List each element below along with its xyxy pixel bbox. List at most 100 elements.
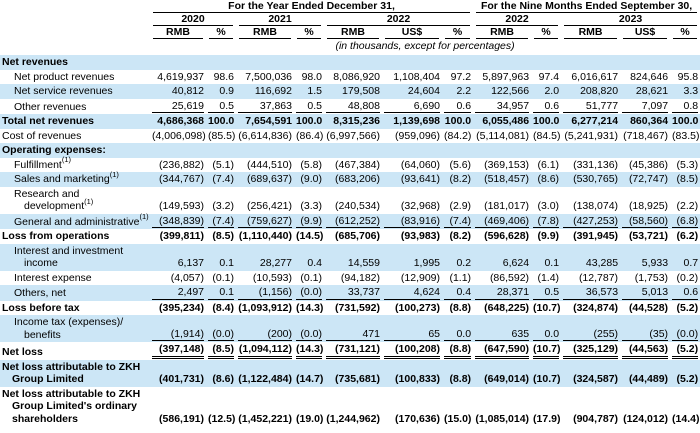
value-cell: (6.8) (670, 214, 700, 230)
row-label: Interest and investment income (14, 244, 124, 270)
column-label: RMB (153, 26, 203, 39)
value-cell: (4,057) (170, 271, 204, 284)
row-label: Net product revenues (14, 70, 115, 83)
value-cell: (1,244,962) (326, 412, 380, 425)
table-row: Net service revenues 40,812 0.9 116,692 1.5 1… (0, 84, 700, 99)
column-header: RMB (236, 26, 294, 39)
value-cell: 208,820 (580, 85, 619, 97)
value-cell: (44,489) (628, 373, 669, 385)
value-cell: (1,085,014) (475, 412, 530, 425)
value-cell: 7,097 (620, 99, 670, 115)
value-cell: 100.0 (296, 115, 323, 127)
value-cell: 0.4 (442, 285, 473, 301)
value-cell: (391,945) (573, 230, 619, 242)
value-cell: 0.6 (670, 285, 700, 301)
value-cell: (718,467) (623, 129, 669, 142)
value-cell: 635 (473, 315, 531, 342)
table-row: General and administrative(1) (348,839) (7… (0, 213, 700, 230)
value-cell: (84.5) (533, 129, 561, 142)
value-cell: (6,997,566) (326, 129, 380, 142)
value-cell: 28,621 (635, 85, 669, 97)
table-row: Cost of revenues (4,006,098) (85.5) (6,614,… (0, 129, 700, 144)
value-cell: 6,016,617 (571, 70, 619, 83)
value-cell: (904,787) (573, 412, 619, 425)
value-cell: (8.2) (449, 230, 472, 242)
period-group-label: For the Nine Months Ended September 30, (476, 0, 698, 13)
value-cell: (369,153) (484, 158, 530, 171)
table-row: Research and development(1) (149,593) (3.2… (0, 187, 700, 214)
value-cell: (14.7) (296, 373, 324, 385)
period-group-nine-months: For the Nine Months Ended September 30, (473, 0, 700, 13)
value-cell: 100.0 (444, 115, 472, 127)
value-cell: (685,706) (335, 230, 380, 242)
section-header-filler (150, 143, 700, 158)
value-cell: 0.1 (544, 257, 560, 269)
table-row: Fulfillment(1) (236,882) (5.1) (444,510) (5.… (0, 155, 700, 173)
value-cell: 0.0 (442, 315, 473, 342)
value-cell: (8.8) (449, 373, 472, 385)
value-cell: (86.4) (296, 129, 324, 142)
value-cell: (648,225) (484, 301, 530, 314)
value-cell: (0.2) (676, 271, 699, 284)
table-row: Operating expenses: (0, 143, 700, 158)
value-cell: (35) (620, 315, 670, 342)
value-cell: (44,528) (628, 301, 669, 314)
value-cell: 2.0 (544, 85, 560, 97)
value-cell: (8.8) (442, 342, 473, 360)
value-cell: (731,121) (324, 342, 382, 360)
value-cell: (12,787) (578, 271, 619, 284)
value-cell: (1,094,112) (236, 342, 294, 360)
value-cell: (759,627) (236, 214, 294, 230)
value-cell: (10.7) (531, 342, 561, 360)
value-cell: 0.2 (456, 257, 472, 269)
value-cell: (19.0) (296, 412, 324, 425)
value-cell: 100.0 (672, 115, 699, 127)
value-cell: (9.9) (294, 214, 324, 230)
value-cell: (181,017) (484, 200, 530, 212)
value-cell: (6.2) (676, 230, 699, 242)
value-cell: (1,122,484) (238, 373, 292, 385)
value-cell: 179,508 (342, 85, 380, 97)
value-cell: (236,882) (159, 158, 204, 171)
value-cell: (5.2) (670, 342, 700, 360)
value-cell: (5.2) (676, 301, 699, 314)
table-row: Net loss (397,148) (8.5) (1,094,112) (14.3)(… (0, 342, 700, 360)
value-cell: 36,573 (561, 285, 620, 301)
value-cell: 122,566 (491, 85, 530, 97)
value-cell: (8.2) (449, 173, 472, 185)
value-cell: (324,874) (573, 301, 619, 314)
value-cell: 33,737 (324, 285, 382, 301)
period-group-year-ended: For the Year Ended December 31, (150, 0, 473, 13)
value-cell: 0.1 (219, 257, 234, 269)
value-cell: 4,624 (382, 285, 442, 301)
table-row: Loss before tax (395,234) (8.4) (1,093,912)… (0, 301, 700, 316)
value-cell: 98.6 (213, 70, 234, 83)
column-label: US$ (385, 26, 439, 39)
value-cell: 2,497 (150, 285, 206, 301)
header-spacer (0, 26, 150, 39)
footnote-marker: (1) (109, 169, 119, 179)
value-cell: (2.9) (449, 200, 472, 212)
column-header: US$ (620, 26, 670, 39)
section-header-filler (150, 55, 700, 70)
value-cell: 7,654,591 (245, 115, 292, 127)
value-cell: (331,136) (573, 158, 619, 171)
value-cell: 5,933 (641, 257, 669, 269)
value-cell: (612,252) (324, 214, 382, 230)
table-row: Interest expense (4,057) (0.1) (10,593) (0.1… (0, 271, 700, 286)
value-cell: 6,055,486 (482, 115, 530, 127)
table-row: Net loss attributable to ZKH Group Limit… (0, 359, 700, 387)
row-label: Fulfillment(1) (14, 155, 72, 171)
value-cell: (85.5) (208, 129, 236, 142)
value-cell: (444,510) (247, 158, 292, 171)
value-cell: (518,457) (484, 173, 530, 185)
value-cell: (7.8) (531, 214, 561, 230)
year-label: 2020 (153, 13, 233, 26)
value-cell: (44,563) (620, 342, 670, 360)
column-header: % (294, 26, 324, 39)
value-cell: 100.0 (208, 115, 235, 127)
value-cell: 471 (324, 315, 382, 342)
column-label: RMB (327, 26, 379, 39)
value-cell: (100,208) (382, 342, 442, 360)
value-cell: (124,012) (623, 412, 669, 425)
